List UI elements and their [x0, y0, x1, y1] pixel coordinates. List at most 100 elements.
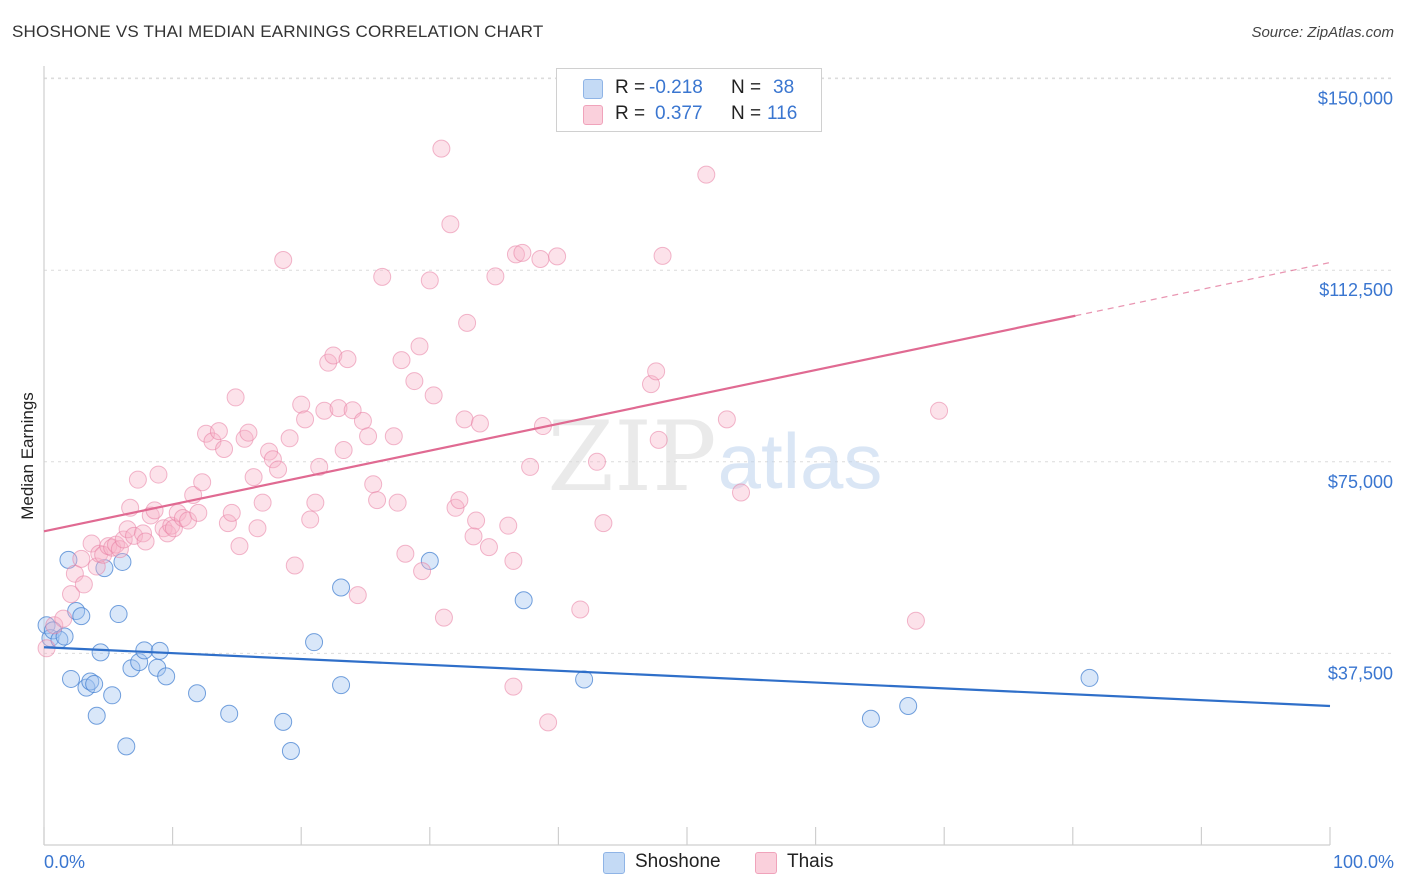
thais-point	[74, 575, 93, 594]
y-tick-labels: $37,500 $75,000 $112,500 $150,000	[1318, 89, 1393, 684]
thais-point	[464, 527, 483, 546]
shoshone-point	[332, 676, 351, 695]
thais-point	[647, 362, 666, 381]
thais-point	[193, 473, 212, 492]
y-tick-label: $75,000	[1328, 472, 1393, 492]
thais-trend-line	[43, 314, 1076, 533]
thais-point	[215, 440, 234, 459]
thais-point	[114, 530, 133, 549]
thais-point	[571, 600, 590, 619]
thais-trend-line-extension	[1075, 261, 1331, 317]
thais-point	[405, 372, 424, 391]
legend-swatch-thais	[583, 105, 603, 125]
shoshone-point	[103, 686, 122, 705]
thais-point	[280, 429, 299, 448]
correlation-legend: R = -0.218 N = 38 R = 0.377 N = 116	[556, 68, 822, 132]
thais-point	[136, 532, 155, 551]
thais-point	[392, 351, 411, 370]
watermark-zip: ZIP	[547, 401, 716, 513]
shoshone-point	[109, 605, 128, 624]
thais-point	[164, 519, 183, 538]
thais-point	[906, 611, 925, 630]
thais-point	[373, 267, 392, 286]
thais-point	[548, 247, 567, 266]
thais-point	[348, 586, 367, 605]
thais-point	[301, 510, 320, 529]
shoshone-point	[135, 641, 154, 660]
shoshone-point	[72, 607, 91, 626]
thais-point	[441, 215, 460, 234]
shoshone-point	[305, 633, 324, 652]
shoshone-point	[188, 684, 207, 703]
thais-point	[594, 514, 613, 533]
axes	[43, 66, 1331, 846]
thais-point	[285, 556, 304, 575]
thais-point	[413, 562, 432, 581]
shoshone-point	[861, 709, 880, 728]
shoshone-point	[95, 559, 114, 578]
thais-point	[292, 395, 311, 414]
thais-point	[384, 427, 403, 446]
watermark: ZIP atlas	[547, 401, 882, 513]
thais-point	[930, 401, 949, 420]
thais-point	[506, 245, 525, 264]
thais-point	[364, 475, 383, 494]
thais-point	[253, 493, 272, 512]
x-tick-label-min: 0.0%	[44, 852, 86, 872]
shoshone-point	[332, 578, 351, 597]
legend-r-label: R =	[615, 77, 646, 98]
shoshone-point	[281, 741, 300, 760]
trend-lines	[43, 261, 1331, 708]
shoshone-point	[91, 643, 110, 662]
thais-point	[244, 468, 263, 487]
thais-point	[239, 423, 258, 442]
thais-point	[420, 271, 439, 290]
thais-point	[388, 493, 407, 512]
thais-point	[504, 677, 523, 696]
shoshone-point	[514, 591, 533, 610]
thais-point	[450, 491, 469, 510]
source-label: Source: ZipAtlas.com	[1251, 24, 1394, 41]
thais-point	[226, 388, 245, 407]
thais-point	[649, 430, 668, 449]
y-tick-label: $150,000	[1318, 89, 1393, 109]
thais-point	[218, 514, 237, 533]
thais-point	[470, 414, 489, 433]
watermark-atlas: atlas	[718, 417, 883, 505]
thais-point	[189, 503, 208, 522]
bottom-legend-label: Thais	[787, 851, 834, 872]
thais-point	[149, 465, 168, 484]
thais-point	[587, 452, 606, 471]
y-tick-label: $112,500	[1319, 280, 1393, 300]
thais-point	[458, 313, 477, 332]
y-tick-label: $37,500	[1328, 663, 1393, 683]
shoshone-point	[575, 670, 594, 689]
shoshone-point	[130, 653, 149, 672]
legend-n-label: N =	[731, 103, 762, 124]
thais-point	[504, 551, 523, 570]
thais-point	[315, 401, 334, 420]
thais-point	[697, 165, 716, 184]
shoshone-point	[420, 551, 439, 570]
thais-point	[521, 457, 540, 476]
thais-point	[128, 470, 147, 489]
thais-point	[45, 616, 64, 635]
thais-point	[432, 139, 451, 158]
thais-point	[359, 427, 378, 446]
thais-point	[424, 386, 443, 405]
thais-point	[329, 399, 348, 418]
bottom-legend-swatch-thais	[755, 852, 777, 874]
shoshone-point	[899, 697, 918, 716]
legend-r-value: -0.218	[649, 77, 703, 98]
legend-n-value: 116	[767, 103, 798, 124]
shoshone-points	[37, 550, 1099, 760]
x-tick-label-max: 100.0%	[1332, 852, 1394, 872]
thais-point	[717, 410, 736, 429]
thais-point	[334, 441, 353, 460]
thais-point	[263, 450, 282, 469]
grid-lines	[44, 77, 1394, 654]
thais-point	[531, 249, 550, 268]
thais-point	[455, 410, 474, 429]
thais-point	[486, 267, 505, 286]
thais-point	[274, 250, 293, 269]
